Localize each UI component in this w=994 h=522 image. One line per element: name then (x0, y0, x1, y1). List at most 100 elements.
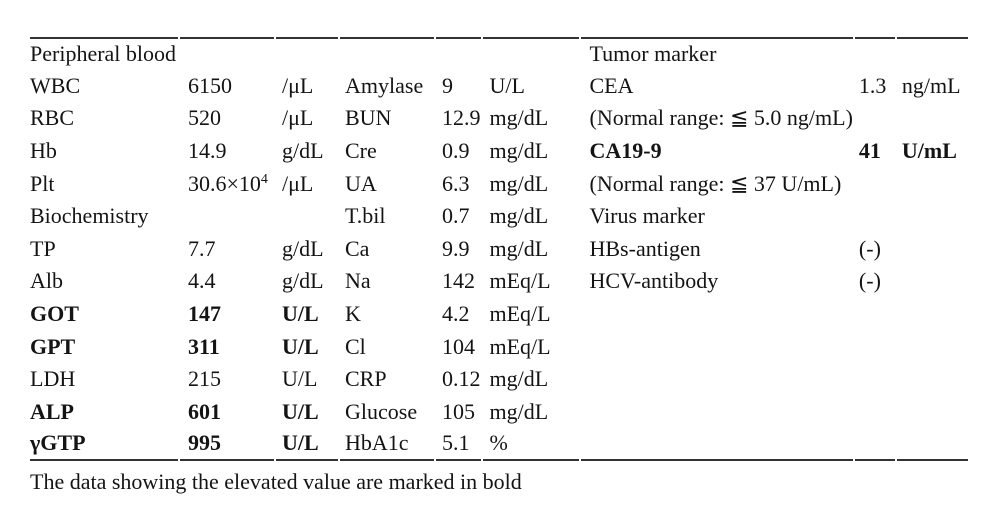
test-value-cell (855, 330, 895, 363)
test-label-cell: Hb (30, 138, 57, 164)
test-value-cell (855, 167, 895, 200)
table-row: Plt 30.6×104 /μL UA 6.3 mg/dL (Normal ra… (30, 167, 968, 200)
test-value-cell: 4.2 (442, 301, 470, 327)
test-value-cell: 6150 (188, 72, 232, 98)
test-label-cell: Cl (345, 333, 366, 359)
test-value-cell: 14.9 (188, 138, 227, 164)
test-label-cell: Glucose (345, 398, 418, 424)
table-row: γGTP 995 U/L HbA1c 5.1 % (30, 428, 968, 461)
test-value-cell: 311 (188, 333, 220, 359)
test-unit-cell: mg/dL (489, 105, 549, 131)
test-unit-cell: mg/dL (489, 170, 549, 196)
test-value-cell (180, 37, 274, 70)
test-unit-cell: mg/dL (489, 366, 549, 392)
test-label-cell: Alb (30, 268, 63, 294)
table-row: GPT 311 U/L Cl 104 mEq/L (30, 330, 968, 363)
test-value-cell: 5.1 (436, 428, 481, 461)
test-unit-cell: ng/mL (901, 72, 961, 98)
test-value-cell: 520 (188, 105, 221, 131)
normal-range-note-cell: (Normal range: ≦ 37 U/mL) (589, 170, 842, 196)
lab-data-table: Peripheral blood Tumor marker WBC 6150 /… (28, 37, 970, 461)
test-unit-cell (276, 200, 338, 233)
table-row: RBC 520 /μL BUN 12.9 mg/dL (Normal range… (30, 102, 968, 135)
test-value-cell: 41 (858, 138, 881, 164)
test-value-cell (180, 200, 274, 233)
test-unit-cell: /μL (282, 105, 314, 131)
test-unit-cell: mg/dL (489, 398, 549, 424)
test-label-cell: UA (345, 170, 377, 196)
test-value-cell: 995 (180, 428, 274, 461)
test-unit-cell (897, 396, 968, 429)
test-unit-cell: mEq/L (489, 301, 551, 327)
test-value-cell: 0.9 (442, 138, 470, 164)
test-unit-cell: U/L (282, 366, 318, 392)
test-value-cell: 105 (442, 398, 475, 424)
test-label-cell (581, 396, 853, 429)
plt-value-exponent: 4 (260, 171, 268, 187)
test-label-cell: Cre (345, 138, 377, 164)
test-label-cell (580, 428, 853, 461)
test-unit-cell (897, 102, 968, 135)
test-value-cell: 0.7 (442, 203, 470, 229)
test-label-cell: RBC (30, 105, 75, 131)
test-unit-cell: mg/dL (489, 138, 549, 164)
test-unit-cell (897, 265, 968, 298)
test-value-cell: 9.9 (442, 235, 470, 261)
test-value-cell: 601 (188, 398, 221, 424)
section-header-cell: Peripheral blood (30, 37, 178, 70)
test-label-cell: Plt (30, 170, 55, 196)
test-label-cell: Ca (345, 235, 370, 261)
test-label-cell: CEA (589, 72, 634, 98)
test-unit-cell: mEq/L (489, 333, 551, 359)
table-footnote: The data showing the elevated value are … (30, 469, 522, 494)
test-label-cell: CRP (345, 366, 387, 392)
test-value-cell (436, 37, 481, 70)
table-row: TP 7.7 g/dL Ca 9.9 mg/dL HBs-antigen (-) (30, 233, 968, 266)
test-label-cell: TP (30, 235, 56, 261)
table-row: Hb 14.9 g/dL Cre 0.9 mg/dL CA19-9 41 U/m… (30, 135, 968, 168)
test-unit-cell (896, 428, 968, 461)
table-row: Peripheral blood Tumor marker (30, 37, 968, 70)
test-label-cell: GPT (30, 333, 76, 359)
test-label-cell: ALP (30, 398, 74, 424)
test-label-cell: T.bil (345, 203, 386, 229)
test-unit-cell (897, 233, 968, 266)
test-unit-cell: U/L (489, 72, 525, 98)
normal-range-note-cell: (Normal range: ≦ 5.0 ng/mL) (589, 105, 853, 131)
test-value-cell (855, 363, 895, 396)
test-unit-cell: g/dL (282, 138, 324, 164)
table-row: Biochemistry T.bil 0.7 mg/dL Virus marke… (30, 200, 968, 233)
test-value-cell: 0.12 (442, 366, 481, 392)
table-row: Alb 4.4 g/dL Na 142 mEq/L HCV-antibody (… (30, 265, 968, 298)
test-unit-cell (896, 37, 968, 70)
test-unit-cell: U/L (276, 428, 338, 461)
plt-value-base: 30.6×10 (188, 170, 261, 196)
test-unit-cell: U/mL (901, 138, 957, 164)
test-label-cell: BUN (345, 105, 392, 131)
test-value-cell: (-) (858, 268, 881, 294)
test-value-cell (855, 396, 895, 429)
test-value-cell: 215 (188, 366, 221, 392)
test-unit-cell: % (482, 428, 579, 461)
test-value-cell: 9 (442, 72, 453, 98)
test-label-cell: Na (345, 268, 371, 294)
test-value-cell: (-) (858, 235, 881, 261)
test-value-cell (855, 298, 895, 331)
test-label-cell (581, 363, 853, 396)
test-unit-cell (897, 200, 968, 233)
section-header-cell: Tumor marker (580, 37, 853, 70)
test-label-cell: HBs-antigen (589, 235, 701, 261)
test-value-cell: 142 (442, 268, 475, 294)
test-unit-cell (276, 37, 338, 70)
test-label-cell: CA19-9 (589, 138, 662, 164)
test-unit-cell: g/dL (282, 268, 324, 294)
test-unit-cell: mg/dL (489, 235, 549, 261)
test-unit-cell: g/dL (282, 235, 324, 261)
test-value-cell (854, 37, 895, 70)
test-unit-cell: U/L (282, 398, 319, 424)
test-unit-cell: U/L (282, 301, 319, 327)
test-label-cell: HbA1c (340, 428, 434, 461)
test-value-cell: 30.6×104 (180, 167, 274, 200)
table-row: WBC 6150 /μL Amylase 9 U/L CEA 1.3 ng/mL (30, 70, 968, 103)
